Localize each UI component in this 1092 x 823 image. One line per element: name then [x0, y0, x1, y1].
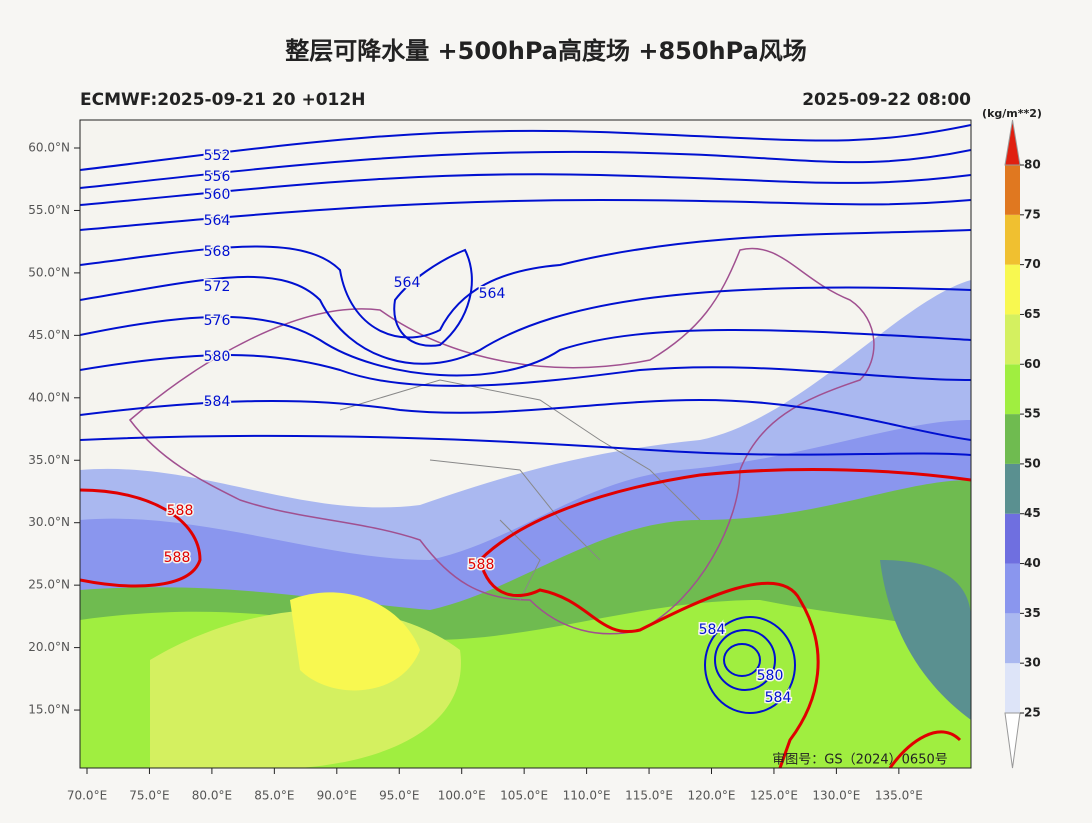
colorbar-unit: (kg/m**2) [982, 107, 1042, 120]
x-tick-label: 125.0°E [750, 789, 798, 803]
x-tick-label: 95.0°E [379, 789, 419, 803]
contour-label: 588 [468, 557, 495, 573]
colorbar-segment [1005, 513, 1020, 564]
contour-label: 584 [699, 622, 726, 638]
x-tick-label: 75.0°E [129, 789, 169, 803]
contour-label: 584 [765, 690, 792, 706]
contour-label: 556 [204, 169, 231, 185]
colorbar-segment [1005, 563, 1020, 614]
title: 整层可降水量 +500hPa高度场 +850hPa风场 [285, 37, 807, 65]
contour-label: 560 [204, 187, 231, 203]
colorbar-segment [1005, 463, 1020, 514]
y-tick-label: 35.0°N [28, 453, 70, 467]
y-tick-label: 25.0°N [28, 578, 70, 592]
contour-label: 572 [204, 279, 231, 295]
contour-label: 576 [204, 313, 231, 329]
watermark: 审图号：GS（2024）0650号 [772, 753, 948, 768]
colorbar-tick-label: 55 [1024, 407, 1041, 421]
contour-label: 552 [204, 148, 231, 164]
map-frame [79, 119, 972, 769]
y-tick-label: 60.0°N [28, 141, 70, 155]
contour-label: 564 [479, 286, 506, 302]
y-tick-label: 40.0°N [28, 390, 70, 404]
colorbar-tick-label: 40 [1024, 556, 1041, 570]
colorbar-tick-label: 80 [1024, 158, 1041, 172]
colorbar-over [1004, 119, 1021, 166]
pw-field [880, 560, 971, 720]
colorbar-tick-label: 50 [1024, 456, 1041, 470]
contour-label: 584 [204, 394, 231, 410]
colorbar-segment [1005, 264, 1020, 315]
colorbar-under [1004, 712, 1021, 769]
x-tick-label: 70.0°E [67, 789, 107, 803]
y-tick-label: 55.0°N [28, 203, 70, 217]
y-tick-label: 15.0°N [28, 703, 70, 717]
colorbar-tick-label: 65 [1024, 307, 1041, 321]
pw-field [290, 592, 420, 691]
colorbar-tick-label: 70 [1024, 257, 1041, 271]
x-tick-label: 120.0°E [688, 789, 736, 803]
y-tick-label: 45.0°N [28, 328, 70, 342]
y-tick-label: 30.0°N [28, 515, 70, 529]
colorbar-tick-label: 25 [1024, 706, 1041, 720]
contour-label: 564 [394, 275, 421, 291]
x-tick-label: 90.0°E [317, 789, 357, 803]
contour-label: 580 [204, 349, 231, 365]
colorbar-segment [1005, 214, 1020, 265]
x-tick-label: 85.0°E [254, 789, 294, 803]
valid-time: 2025-09-22 08:00 [802, 90, 971, 110]
colorbar-tick-label: 30 [1024, 656, 1041, 670]
colorbar-segment [1005, 414, 1020, 464]
contour-label: 568 [204, 244, 231, 260]
x-tick-label: 110.0°E [563, 789, 611, 803]
contour-label: 564 [204, 213, 231, 229]
x-tick-label: 100.0°E [438, 789, 486, 803]
y-tick-label: 50.0°N [28, 265, 70, 279]
colorbar-tick-label: 35 [1024, 606, 1041, 620]
colorbar-segment [1005, 165, 1020, 215]
colorbar-tick-label: 60 [1024, 357, 1041, 371]
contour-label: 588 [164, 550, 191, 566]
x-tick-label: 135.0°E [875, 789, 923, 803]
colorbar-segment [1005, 613, 1020, 664]
colorbar-tick-label: 75 [1024, 207, 1041, 221]
contour-label: 588 [167, 503, 194, 519]
x-tick-label: 105.0°E [500, 789, 548, 803]
colorbar-segment [1005, 663, 1020, 713]
colorbar-segment [1005, 364, 1020, 415]
x-tick-label: 80.0°E [192, 789, 232, 803]
height-contours [80, 124, 971, 714]
model-run: ECMWF:2025-09-21 20 +012H [80, 90, 365, 110]
map-area: 审图号：GS（2024）0650号 [80, 120, 971, 768]
colorbar-segment [1005, 314, 1020, 365]
x-tick-label: 115.0°E [625, 789, 673, 803]
588-contour [80, 468, 971, 768]
colorbar-tick-label: 45 [1024, 506, 1041, 520]
y-tick-label: 20.0°N [28, 640, 70, 654]
x-tick-label: 130.0°E [812, 789, 860, 803]
contour-label: 580 [757, 668, 784, 684]
